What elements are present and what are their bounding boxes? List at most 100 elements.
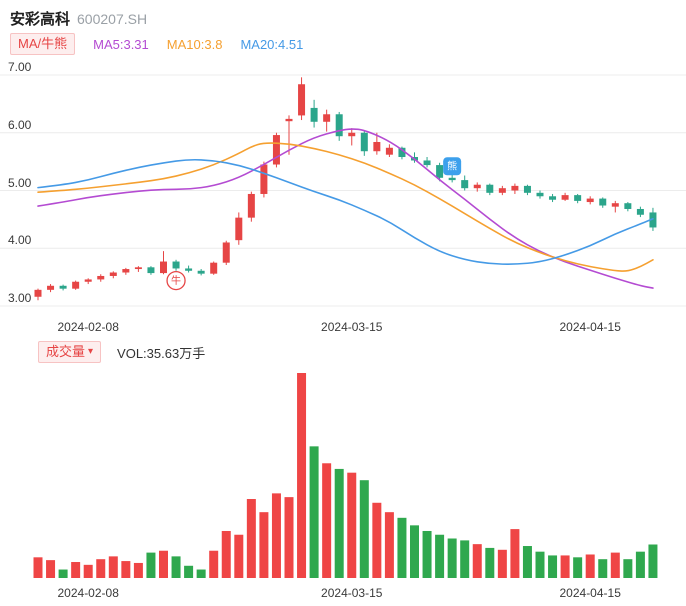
volume-bar[interactable]	[184, 565, 194, 578]
candle[interactable]	[185, 265, 193, 273]
candle[interactable]	[611, 200, 619, 213]
candle[interactable]	[385, 144, 393, 158]
volume-bar[interactable]	[146, 552, 156, 578]
candle[interactable]	[310, 99, 318, 128]
volume-bar[interactable]	[435, 534, 445, 578]
volume-bar[interactable]	[33, 557, 43, 578]
volume-bar[interactable]	[598, 559, 608, 578]
candle[interactable]	[210, 261, 218, 275]
volume-bar[interactable]	[108, 556, 118, 578]
volume-bar[interactable]	[322, 463, 332, 578]
volume-bar[interactable]	[510, 529, 520, 578]
candle[interactable]	[72, 280, 80, 290]
candle[interactable]	[436, 162, 444, 182]
volume-bar[interactable]	[334, 468, 344, 578]
candle[interactable]	[373, 132, 381, 155]
candle[interactable]	[461, 175, 469, 191]
volume-indicator-selector[interactable]: 成交量 ▾	[38, 341, 102, 363]
volume-bar[interactable]	[133, 562, 143, 578]
volume-bar[interactable]	[522, 546, 532, 578]
volume-bar[interactable]	[96, 559, 106, 578]
candle[interactable]	[636, 206, 644, 218]
candle[interactable]	[549, 193, 557, 203]
volume-bar[interactable]	[422, 530, 432, 578]
candle[interactable]	[172, 259, 180, 271]
candle[interactable]	[260, 161, 268, 198]
candle[interactable]	[536, 190, 544, 199]
candle[interactable]	[599, 197, 607, 208]
volume-bar[interactable]	[585, 554, 595, 578]
candle[interactable]	[335, 111, 343, 141]
volume-bar[interactable]	[397, 517, 407, 578]
volume-bar[interactable]	[485, 547, 495, 578]
volume-bar[interactable]	[410, 525, 419, 578]
candle[interactable]	[147, 266, 155, 275]
candle[interactable]	[486, 183, 494, 196]
candle[interactable]	[59, 284, 67, 291]
volume-bar[interactable]	[259, 512, 269, 578]
volume-bar[interactable]	[447, 538, 457, 578]
volume-bar[interactable]	[573, 557, 583, 578]
volume-bar[interactable]	[623, 559, 633, 578]
candle[interactable]	[97, 274, 105, 282]
candle[interactable]	[423, 157, 431, 168]
volume-bar[interactable]	[460, 540, 470, 578]
volume-bar[interactable]	[209, 550, 219, 578]
candle[interactable]	[498, 185, 506, 196]
volume-bar[interactable]	[159, 550, 168, 578]
candle[interactable]	[197, 269, 205, 276]
volume-bar[interactable]	[83, 564, 93, 578]
volume-bar[interactable]	[372, 502, 382, 578]
volume-bar[interactable]	[234, 534, 244, 578]
volume-bar[interactable]	[297, 373, 307, 578]
bull-signal-marker[interactable]: 牛	[166, 270, 186, 291]
candle[interactable]	[523, 184, 531, 196]
candle[interactable]	[398, 146, 406, 160]
volume-bar[interactable]	[610, 552, 620, 578]
volume-bar[interactable]	[635, 551, 645, 578]
volume-bar[interactable]	[171, 556, 181, 578]
volume-bar[interactable]	[497, 549, 507, 578]
candle[interactable]	[323, 109, 331, 132]
candle[interactable]	[122, 267, 130, 275]
volume-bar[interactable]	[472, 544, 482, 578]
volume-bar[interactable]	[359, 480, 369, 578]
volume-bar[interactable]	[46, 560, 56, 578]
candle[interactable]	[84, 278, 92, 285]
candlestick-chart[interactable]: 牛熊	[0, 60, 686, 322]
volume-bar[interactable]	[548, 555, 558, 578]
candle[interactable]	[272, 132, 280, 168]
volume-chart[interactable]	[0, 366, 686, 580]
volume-bar[interactable]	[648, 544, 658, 578]
volume-bar[interactable]	[221, 530, 231, 578]
candle[interactable]	[624, 202, 632, 212]
candle[interactable]	[235, 212, 243, 245]
candle[interactable]	[348, 128, 356, 146]
volume-bar[interactable]	[535, 551, 545, 578]
candle[interactable]	[285, 115, 293, 155]
volume-bar[interactable]	[347, 472, 357, 578]
candle[interactable]	[34, 288, 42, 301]
candle[interactable]	[511, 183, 519, 194]
candle[interactable]	[222, 240, 230, 265]
candle[interactable]	[247, 191, 255, 222]
bear-signal-marker[interactable]: 熊	[443, 157, 462, 176]
volume-bar[interactable]	[58, 569, 68, 578]
volume-bar[interactable]	[560, 555, 570, 578]
candle[interactable]	[109, 271, 117, 279]
candle[interactable]	[47, 284, 55, 293]
volume-bar[interactable]	[271, 493, 281, 578]
volume-bar[interactable]	[71, 562, 81, 578]
volume-bar[interactable]	[121, 561, 131, 578]
candle[interactable]	[574, 193, 582, 204]
volume-bar[interactable]	[196, 569, 206, 578]
ma-mode-selector[interactable]: MA/牛熊	[10, 33, 76, 55]
candle[interactable]	[134, 266, 142, 272]
candle[interactable]	[160, 251, 167, 275]
volume-bar[interactable]	[246, 499, 256, 578]
candle[interactable]	[298, 77, 306, 121]
candle[interactable]	[561, 192, 569, 201]
candle[interactable]	[473, 182, 481, 192]
candle[interactable]	[586, 196, 594, 205]
volume-bar[interactable]	[284, 497, 294, 578]
